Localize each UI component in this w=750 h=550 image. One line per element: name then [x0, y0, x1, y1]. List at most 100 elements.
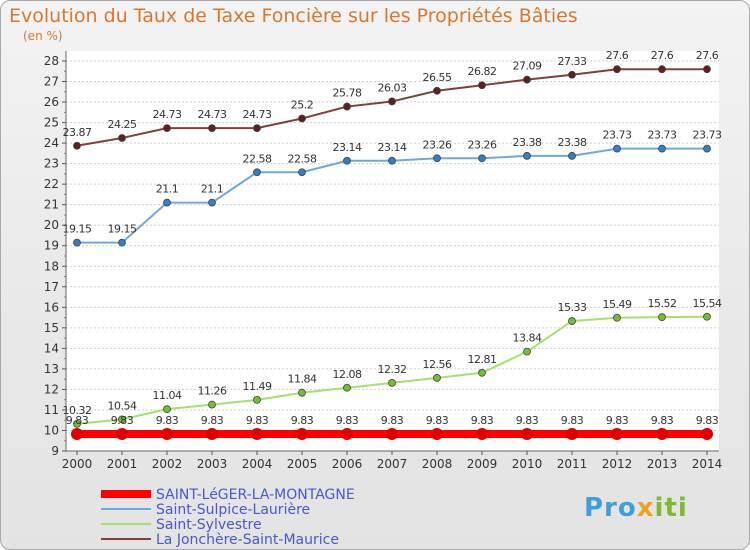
y-tick-label: 18 [44, 259, 59, 273]
data-label: 9.83 [156, 414, 179, 427]
data-point [208, 400, 216, 409]
legend-label: SAINT-LéGER-LA-MONTAGNE [156, 487, 355, 503]
data-point [568, 70, 576, 79]
data-label: 9.83 [201, 414, 224, 427]
data-point [658, 313, 666, 322]
data-label: 22.58 [243, 152, 272, 165]
y-tick-label: 21 [44, 198, 59, 212]
data-point [341, 427, 353, 440]
data-label: 9.83 [426, 414, 449, 427]
data-label: 10.32 [63, 404, 92, 417]
data-point [73, 141, 81, 150]
data-label: 24.73 [198, 108, 227, 121]
x-tick-label: 2014 [692, 457, 723, 471]
x-tick-label: 2011 [557, 457, 588, 471]
y-tick-label: 23 [44, 157, 59, 171]
y-tick-label: 25 [44, 116, 59, 130]
unit-label: (en %) [23, 29, 63, 43]
data-point [433, 154, 441, 163]
data-point [431, 427, 443, 440]
logo-part-3: iti [654, 493, 688, 523]
y-tick-label: 26 [44, 95, 59, 109]
data-point [521, 427, 533, 440]
data-label: 9.83 [381, 414, 404, 427]
x-tick-label: 2006 [332, 457, 363, 471]
data-label: 21.1 [201, 183, 224, 196]
data-point [118, 415, 126, 424]
data-label: 24.73 [153, 108, 182, 121]
data-label: 27.6 [696, 49, 719, 62]
data-point [478, 368, 486, 377]
data-point [163, 124, 171, 133]
data-point [343, 156, 351, 165]
data-point [163, 405, 171, 414]
data-point [386, 427, 398, 440]
data-label: 23.73 [693, 129, 722, 142]
data-point [298, 114, 306, 123]
data-label: 19.15 [63, 223, 92, 236]
data-point [658, 144, 666, 153]
data-point [206, 427, 218, 440]
data-label: 11.84 [288, 373, 317, 386]
data-label: 15.33 [558, 301, 587, 314]
data-point [566, 427, 578, 440]
data-point [611, 427, 623, 440]
data-label: 9.83 [606, 414, 629, 427]
data-label: 15.54 [693, 297, 722, 310]
data-label: 9.83 [516, 414, 539, 427]
data-point [208, 124, 216, 133]
x-tick-label: 2007 [377, 457, 408, 471]
x-tick-label: 2001 [107, 457, 138, 471]
y-tick-label: 9 [51, 444, 59, 458]
y-tick-label: 11 [44, 403, 59, 417]
data-point [703, 144, 711, 153]
data-point [523, 347, 531, 356]
proxiti-logo: Proxiti [584, 493, 688, 523]
data-point [613, 144, 621, 153]
data-point [523, 151, 531, 160]
data-label: 11.49 [243, 380, 272, 393]
x-tick-label: 2000 [62, 457, 93, 471]
data-label: 27.09 [513, 60, 542, 73]
data-point [253, 124, 261, 133]
data-label: 9.83 [696, 414, 719, 427]
data-label: 11.26 [198, 385, 227, 398]
data-point [296, 427, 308, 440]
logo-part-2: x [636, 493, 655, 523]
data-label: 26.03 [378, 81, 407, 94]
x-tick-label: 2013 [647, 457, 678, 471]
data-point [118, 238, 126, 247]
data-label: 9.83 [651, 414, 674, 427]
data-point [251, 427, 263, 440]
x-tick-label: 2012 [602, 457, 633, 471]
data-label: 9.83 [336, 414, 359, 427]
data-label: 26.55 [423, 71, 452, 84]
x-tick-label: 2005 [287, 457, 318, 471]
data-label: 12.08 [333, 368, 362, 381]
data-point [478, 81, 486, 90]
data-label: 13.84 [513, 332, 542, 345]
x-tick-label: 2004 [242, 457, 273, 471]
data-point [613, 313, 621, 322]
y-tick-label: 22 [44, 177, 59, 191]
data-point [343, 383, 351, 392]
legend-label: La Jonchère-Saint-Maurice [156, 532, 339, 548]
data-point [613, 65, 621, 74]
data-label: 25.78 [333, 87, 362, 100]
data-point [161, 427, 173, 440]
y-tick-label: 17 [44, 280, 59, 294]
logo-part-1: Pro [584, 493, 637, 523]
data-label: 25.2 [291, 98, 314, 111]
chart-title: Evolution du Taux de Taxe Foncière sur l… [9, 5, 578, 27]
data-label: 21.1 [156, 183, 179, 196]
data-point [73, 238, 81, 247]
data-label: 12.81 [468, 353, 497, 366]
data-point [118, 134, 126, 142]
y-tick-label: 10 [44, 423, 59, 437]
data-label: 27.6 [606, 49, 629, 62]
x-tick-label: 2009 [467, 457, 498, 471]
data-point [343, 102, 351, 111]
data-label: 10.54 [108, 399, 137, 412]
data-label: 9.83 [111, 414, 134, 427]
